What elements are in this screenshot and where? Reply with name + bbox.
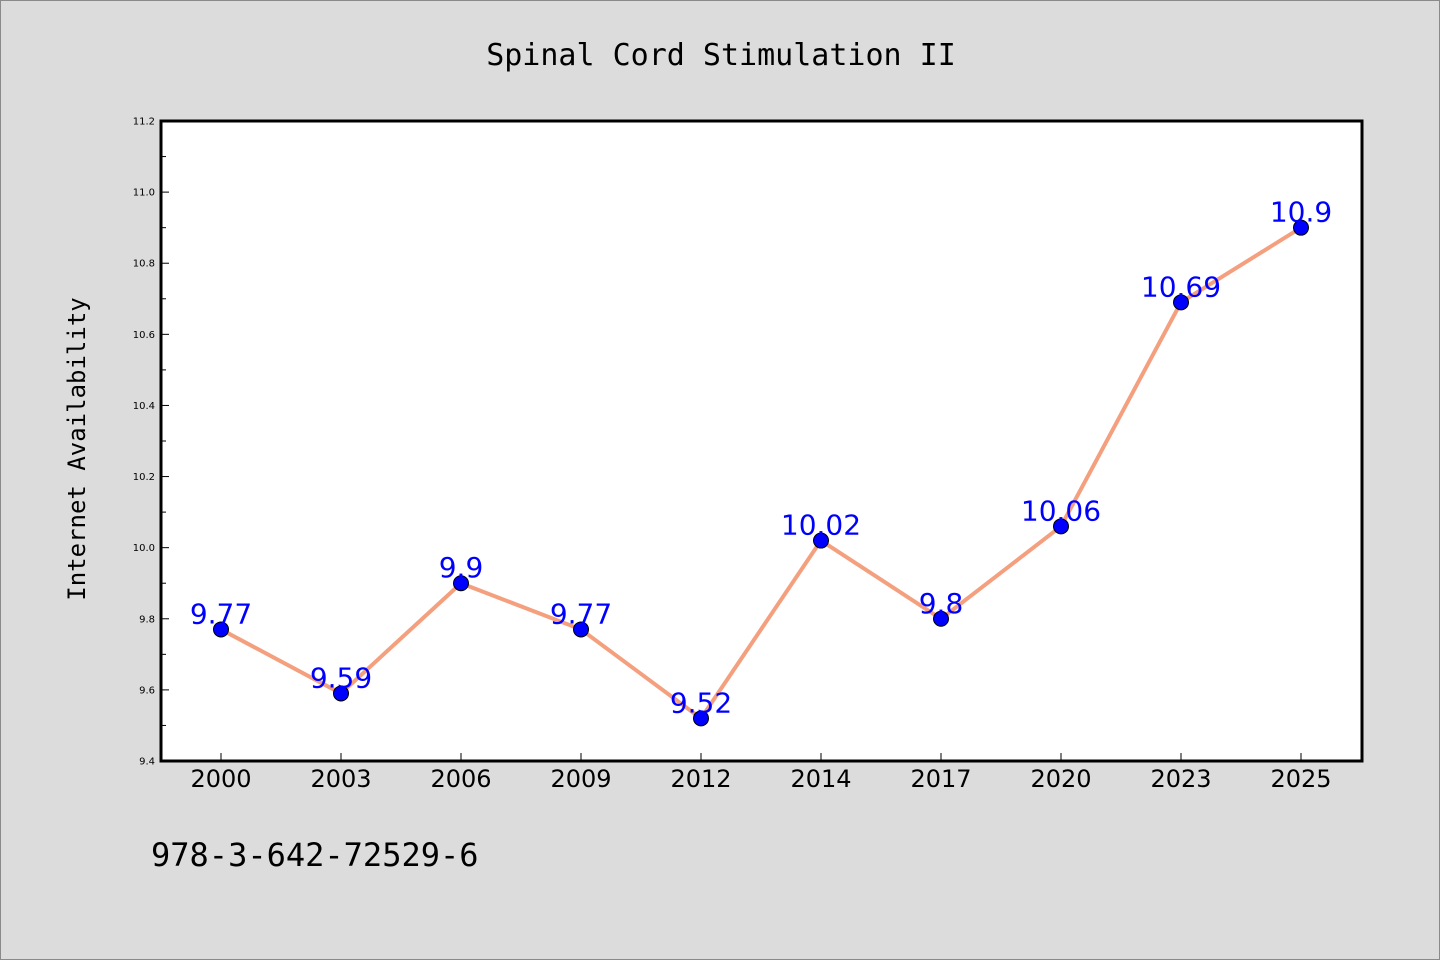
y-tick-label: 10.0 bbox=[133, 543, 155, 554]
data-point bbox=[933, 610, 949, 627]
data-label: 10.69 bbox=[1141, 270, 1221, 303]
data-label: 9.52 bbox=[670, 686, 732, 719]
y-axis-label: Internet Availability bbox=[63, 297, 91, 600]
data-label: 10.02 bbox=[781, 509, 861, 542]
x-tick-label: 2014 bbox=[790, 765, 851, 793]
data-label: 10.06 bbox=[1021, 494, 1101, 527]
y-tick-label: 10.2 bbox=[133, 472, 155, 483]
x-tick-label: 2003 bbox=[310, 765, 371, 793]
y-tick-label: 10.6 bbox=[133, 330, 155, 341]
x-tick-label: 2012 bbox=[670, 765, 731, 793]
x-axis: 2000 2003 2006 2009 2012 2014 2017 2020 2023 2025 bbox=[190, 753, 1332, 793]
plot-frame bbox=[159, 119, 1364, 763]
data-point bbox=[1293, 219, 1309, 236]
y-tick-label: 10.4 bbox=[133, 401, 155, 412]
x-tick-label: 2020 bbox=[1030, 765, 1091, 793]
series-line-group bbox=[219, 225, 1303, 721]
chart-title: Spinal Cord Stimulation II bbox=[486, 38, 956, 73]
data-label: 9.9 bbox=[439, 551, 484, 584]
y-tick-label: 10.8 bbox=[133, 259, 155, 270]
y-tick-label: 11.2 bbox=[133, 117, 155, 128]
x-tick-label: 2000 bbox=[190, 765, 251, 793]
x-tick-label: 2025 bbox=[1270, 765, 1331, 793]
data-label: 9.77 bbox=[550, 597, 612, 630]
data-point bbox=[573, 621, 589, 638]
isbn-footer: 978-3-642-72529-6 bbox=[151, 836, 479, 874]
data-label: 9.77 bbox=[190, 597, 252, 630]
data-point bbox=[1173, 294, 1189, 311]
data-point bbox=[1053, 518, 1069, 535]
plot-area bbox=[161, 121, 1362, 761]
data-point bbox=[453, 575, 469, 592]
data-point bbox=[333, 685, 349, 702]
y-tick-label: 9.8 bbox=[139, 614, 155, 625]
data-point bbox=[693, 710, 709, 727]
series-line bbox=[219, 225, 1303, 721]
data-label: 10.9 bbox=[1270, 196, 1332, 229]
x-tick-label: 2017 bbox=[910, 765, 971, 793]
y-tick-label: 9.6 bbox=[139, 685, 155, 696]
y-tick-label: 11.0 bbox=[133, 188, 155, 199]
data-labels: 9.77 9.59 9.9 9.77 9.52 10.02 9.8 10.06 10.69 10.… bbox=[190, 196, 1332, 720]
x-tick-label: 2009 bbox=[550, 765, 611, 793]
data-point bbox=[213, 621, 229, 638]
data-point bbox=[813, 532, 829, 549]
data-label: 9.59 bbox=[310, 661, 372, 694]
series-markers bbox=[213, 219, 1309, 727]
x-tick-label: 2023 bbox=[1150, 765, 1211, 793]
data-label: 9.8 bbox=[919, 587, 964, 620]
y-tick-label: 9.4 bbox=[139, 757, 155, 768]
x-tick-label: 2006 bbox=[430, 765, 491, 793]
